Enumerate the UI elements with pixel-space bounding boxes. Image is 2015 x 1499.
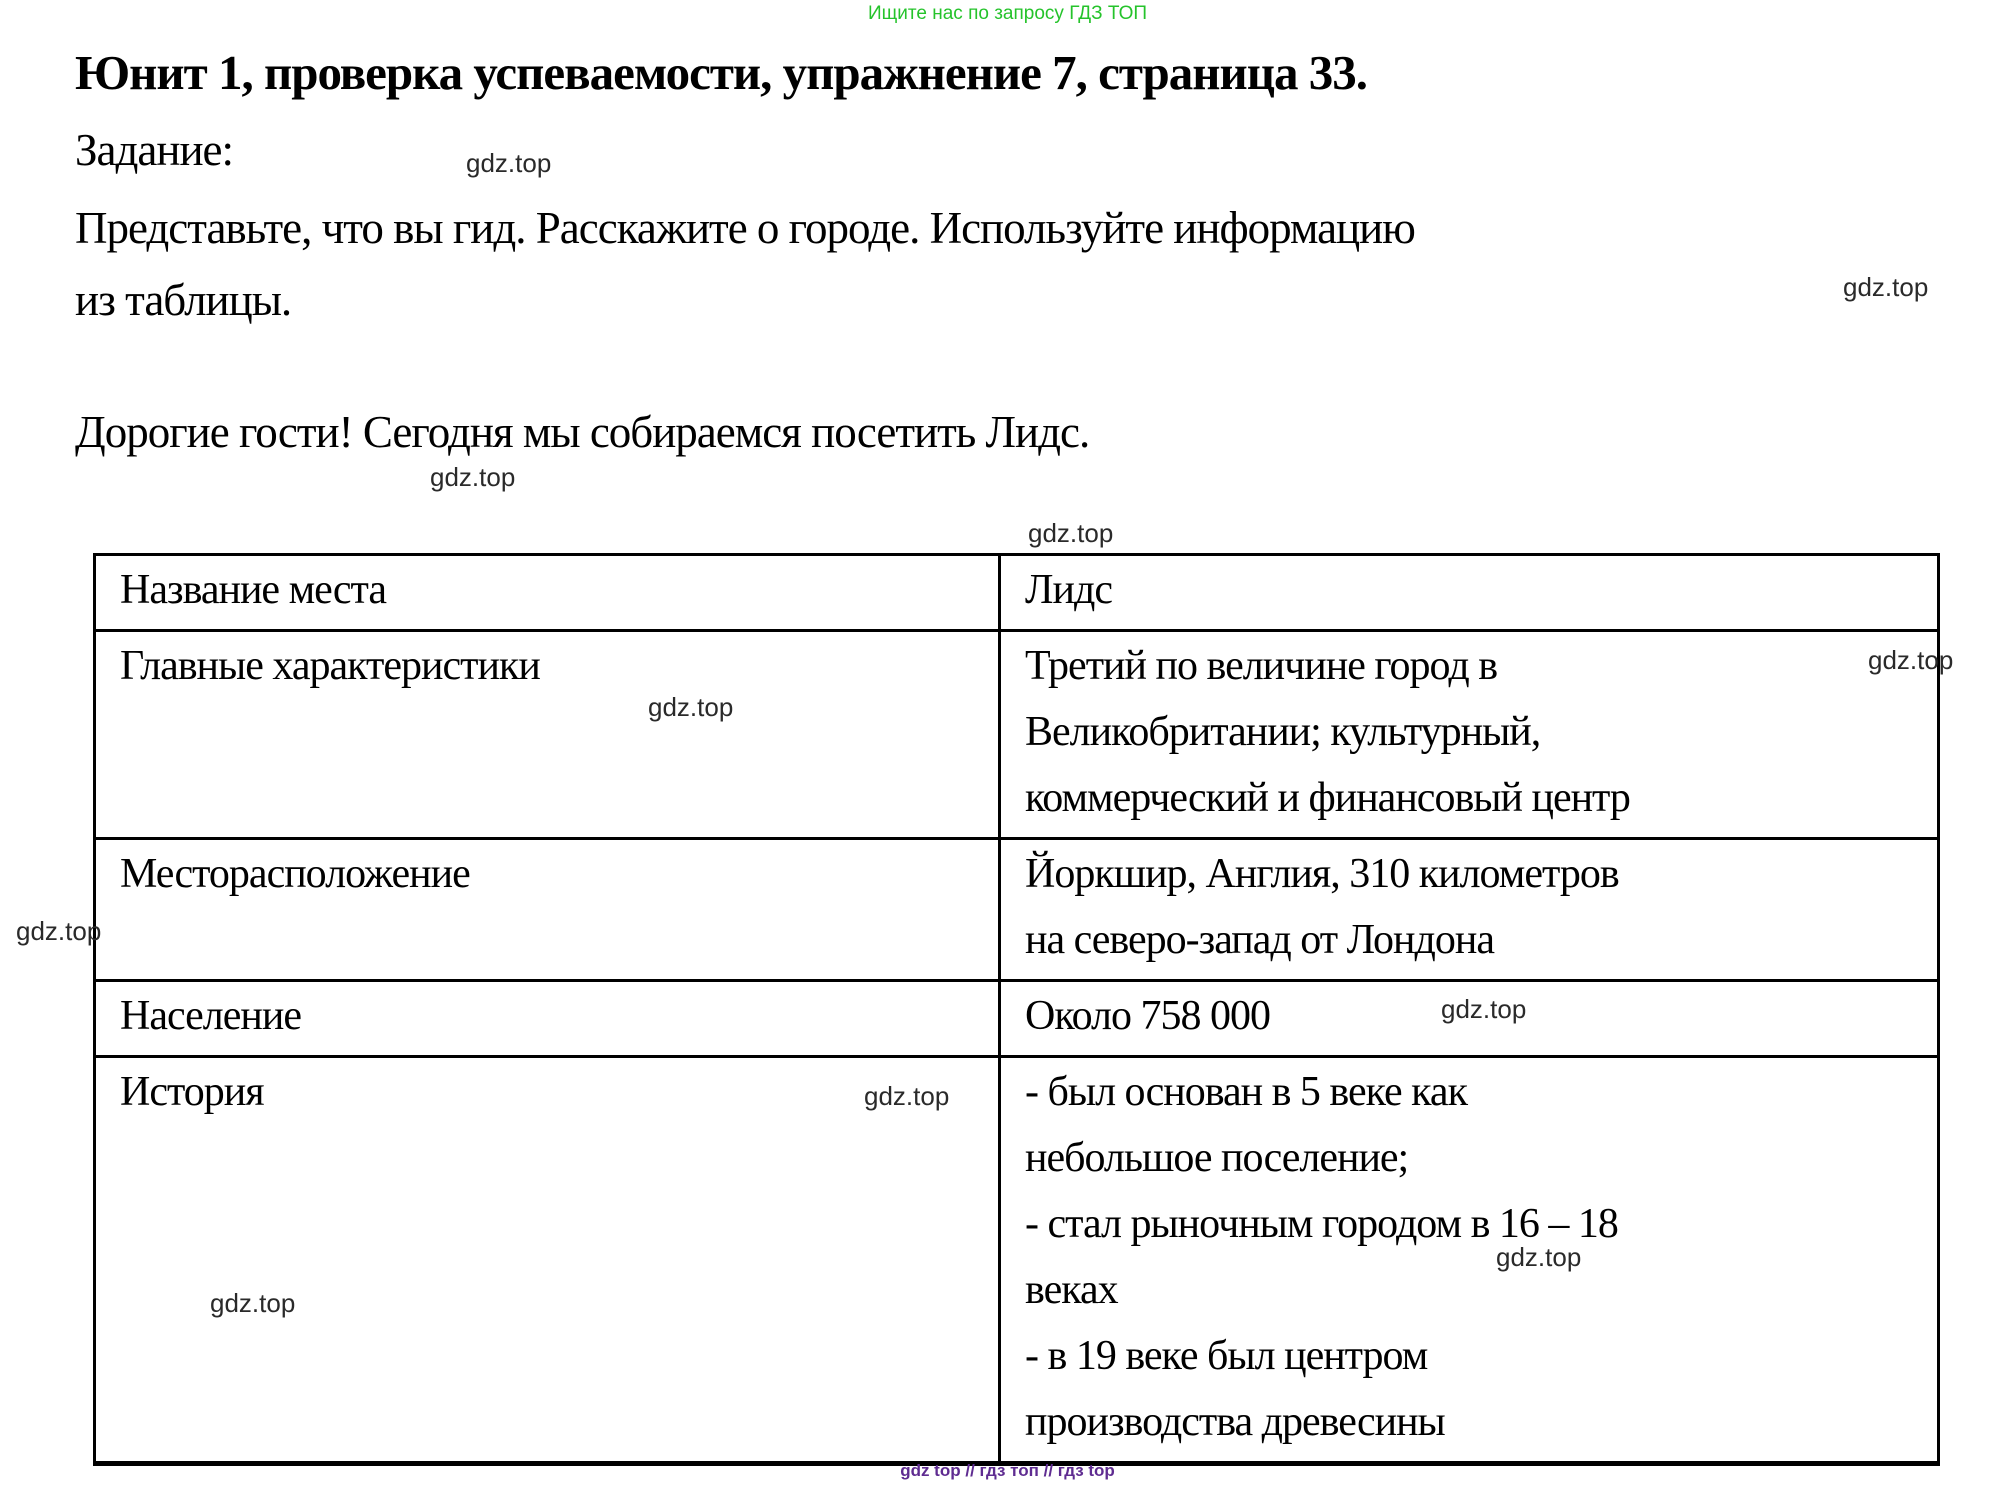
task-text: Представьте, что вы гид. Расскажите о го…: [75, 203, 1416, 325]
watermark: gdz.top: [16, 916, 102, 946]
answer-intro: Дорогие гости! Сегодня мы собираемся пос…: [75, 407, 1090, 457]
table-row: История - был основан в 5 веке как небол…: [93, 1055, 1940, 1465]
task-label: Задание:: [75, 125, 234, 175]
row-label-cell: История: [93, 1055, 1001, 1465]
watermark: gdz.top: [1868, 645, 1954, 675]
row-value-cell: Йоркшир, Англия, 310 километров на север…: [998, 837, 1940, 982]
row-label-cell: Месторасположение: [93, 837, 1001, 982]
answer-table: Название места Лидс Главные характеристи…: [93, 553, 1940, 1466]
watermark: gdz.top: [1496, 1242, 1582, 1272]
site-banner: Ищите нас по запросу ГДЗ ТОП: [868, 3, 1148, 24]
row-label-cell: Население: [93, 979, 1001, 1058]
row-value-cell: Лидс: [998, 553, 1940, 632]
watermark: gdz.top: [864, 1081, 950, 1111]
row-label-cell: Главные характеристики: [93, 629, 1001, 840]
watermark: gdz.top: [1843, 272, 1929, 302]
page-title: Юнит 1, проверка успеваемости, упражнени…: [75, 45, 1368, 100]
row-label-cell: Название места: [93, 553, 1001, 632]
table-row: Месторасположение Йоркшир, Англия, 310 к…: [93, 837, 1940, 982]
table-row: Главные характеристики Третий по величин…: [93, 629, 1940, 840]
watermark: gdz.top: [430, 462, 516, 492]
watermark: gdz.top: [1028, 518, 1114, 548]
site-footer: gdz top // гдз топ // гдз top: [900, 1461, 1115, 1480]
row-value-cell: Третий по величине город в Великобритани…: [998, 629, 1940, 840]
row-value-cell: Около 758 000: [998, 979, 1940, 1058]
watermark: gdz.top: [466, 148, 552, 178]
watermark: gdz.top: [210, 1288, 296, 1318]
table-row: Название места Лидс: [93, 553, 1940, 632]
table-row: Население Около 758 000: [93, 979, 1940, 1058]
watermark: gdz.top: [648, 692, 734, 722]
watermark: gdz.top: [1441, 994, 1527, 1024]
row-value-cell: - был основан в 5 веке как небольшое пос…: [998, 1055, 1940, 1465]
